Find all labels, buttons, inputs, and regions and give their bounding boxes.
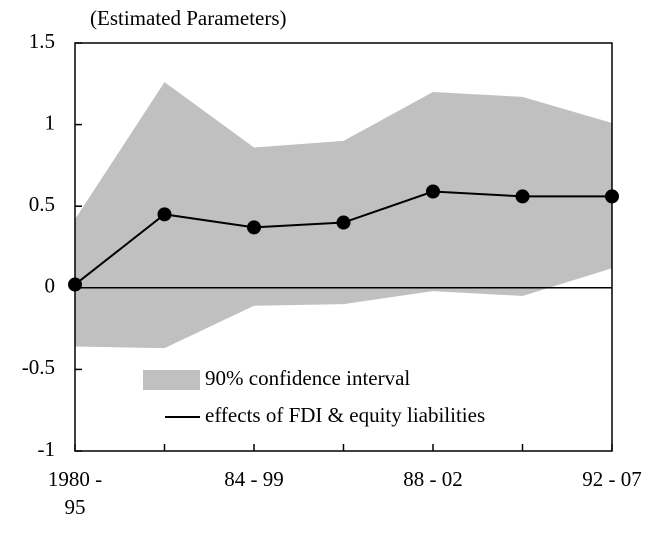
x-tick-label: 1980 - 95 [47,467,103,519]
y-axis-label: (Estimated Parameters) [90,6,287,30]
y-tick-label: 1.5 [29,29,55,53]
confidence-band [75,82,612,349]
point [247,220,261,235]
point [336,215,351,230]
x-tick-label: 84 - 99 [224,467,284,491]
legend-swatch [143,370,200,390]
point [68,277,82,292]
y-tick-label: -1 [38,437,56,461]
point [426,184,440,199]
x-tick-label: 88 - 02 [403,467,463,491]
x-tick-label: 92 - 07 [582,467,642,491]
y-tick-label: 0.5 [29,192,55,216]
point [605,189,619,204]
point [157,207,172,222]
y-tick-label: 0 [45,274,56,298]
legend-label: 90% confidence interval [205,366,410,390]
y-tick-label: -0.5 [22,355,55,379]
y-tick-label: 1 [45,110,56,134]
legend-label: effects of FDI & equity liabilities [205,403,485,427]
point [515,189,530,204]
